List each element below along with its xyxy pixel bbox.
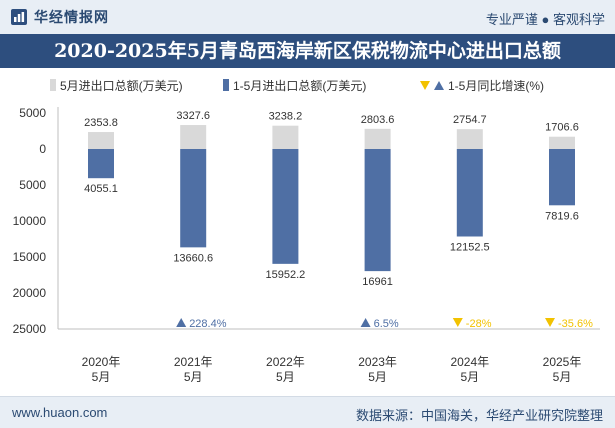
data-label-monthly: 3238.2 <box>269 111 303 123</box>
bar-cumulative <box>272 149 299 264</box>
growth-label: -35.6% <box>558 318 593 330</box>
data-label-cumulative: 15952.2 <box>266 269 306 281</box>
x-tick-label: 2023年 5月 <box>358 355 397 384</box>
growth-label: 228.4% <box>189 318 227 330</box>
data-label-cumulative: 16961 <box>362 276 393 288</box>
bar-cumulative <box>549 149 575 206</box>
bar-monthly <box>88 132 114 149</box>
tagline: 专业严谨 ● 客观科学 <box>485 12 605 27</box>
growth-label: 6.5% <box>374 318 399 330</box>
bar-monthly <box>456 129 483 149</box>
top-bar: 华经情报网 专业严谨 ● 客观科学 <box>0 0 615 35</box>
bar-monthly <box>180 125 207 149</box>
y-axis: 5000 0 5000 10000 15000 20000 25000 <box>13 106 600 336</box>
brand[interactable]: 华经情报网 <box>10 8 109 26</box>
growth-marker-down <box>545 318 555 327</box>
bar-cumulative <box>456 149 483 237</box>
data-label-monthly: 3327.6 <box>176 110 210 122</box>
y-tick-label: 10000 <box>13 214 47 228</box>
x-tick-label: 2020年 5月 <box>82 355 121 384</box>
data-label-monthly: 2754.7 <box>453 114 487 126</box>
chart-title: 2020-2025年5月青岛西海岸新区保税物流中心进出口总额 <box>0 34 615 68</box>
x-axis: 2020年 5月 2021年 5月 2022年 5月 2023年 5月 2024年 5月 2025年… <box>82 355 582 384</box>
growth-label: -28% <box>466 318 492 330</box>
bar-monthly <box>549 136 575 149</box>
legend-marker-growth-down <box>420 81 430 90</box>
x-tick-label: 2025年 5月 <box>543 355 582 384</box>
data-label-monthly: 2353.8 <box>84 117 118 129</box>
legend-label-monthly: 5月进出口总额(万美元) <box>60 79 183 93</box>
legend-label-cumulative: 1-5月进出口总额(万美元) <box>233 79 366 93</box>
data-label-cumulative: 7819.6 <box>545 210 579 222</box>
chart-area: 5月进出口总额(万美元) 1-5月进出口总额(万美元) 1-5月同比增速(%) 50… <box>13 79 600 384</box>
data-label-cumulative: 12152.5 <box>450 241 490 253</box>
data-label-cumulative: 13660.6 <box>173 252 213 264</box>
y-tick-label: 25000 <box>13 322 47 336</box>
y-tick-label: 5000 <box>19 178 46 192</box>
data-label-cumulative: 4055.1 <box>84 183 118 195</box>
y-tick-label: 0 <box>39 142 46 156</box>
growth-marker-down <box>452 318 463 327</box>
legend-swatch-monthly <box>50 79 56 91</box>
footer: www.huaon.com 数据来源：中国海关，华经产业研究院整理 <box>0 396 615 428</box>
x-tick-label: 2024年 5月 <box>450 355 489 384</box>
bar-cumulative <box>180 149 207 248</box>
y-tick-label: 5000 <box>19 106 46 120</box>
x-tick-label: 2022年 5月 <box>266 355 305 384</box>
x-tick-label: 2021年 5月 <box>174 355 213 384</box>
data-label-monthly: 1706.6 <box>545 122 579 134</box>
y-tick-label: 15000 <box>13 250 47 264</box>
growth-marker-up <box>360 318 371 327</box>
brand-logo-icon <box>11 9 27 25</box>
bar-cumulative <box>364 149 391 272</box>
brand-name: 华经情报网 <box>34 9 109 25</box>
bars: 2353.8 4055.1 3327.6 13660.6 228.4% 3238.2 159… <box>84 110 593 330</box>
growth-marker-up <box>176 318 187 327</box>
legend-swatch-cumulative <box>223 79 229 91</box>
data-source: 数据来源：中国海关，华经产业研究院整理 <box>355 408 603 423</box>
bar-cumulative <box>88 149 114 179</box>
y-tick-label: 20000 <box>13 286 47 300</box>
bar-monthly <box>364 128 391 149</box>
legend-label-growth: 1-5月同比增速(%) <box>448 79 544 93</box>
data-label-monthly: 2803.6 <box>361 114 395 126</box>
legend: 5月进出口总额(万美元) 1-5月进出口总额(万美元) 1-5月同比增速(%) <box>50 79 544 93</box>
legend-marker-growth-up <box>434 81 444 90</box>
website-link[interactable]: www.huaon.com <box>12 405 108 420</box>
bar-monthly <box>272 125 299 149</box>
